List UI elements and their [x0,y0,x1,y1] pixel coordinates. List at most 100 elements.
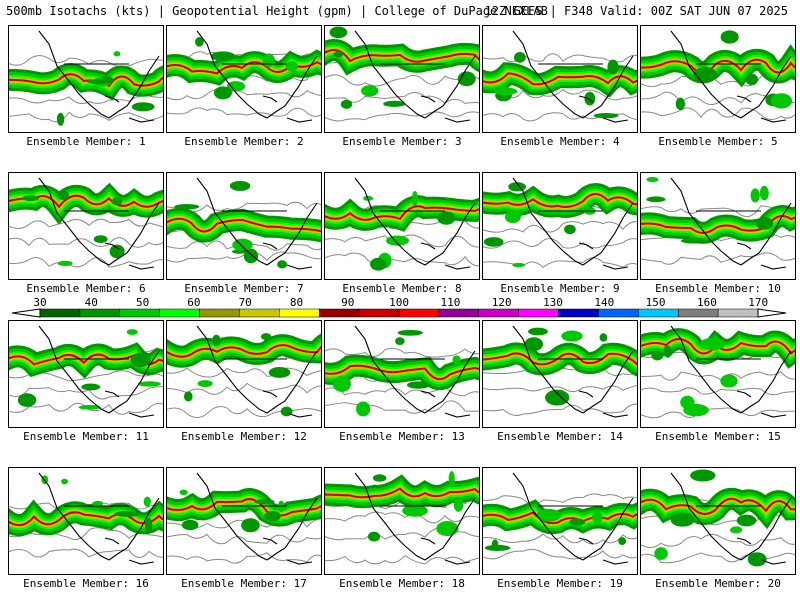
height-contour [483,112,637,122]
wind-patch [564,224,576,235]
wind-patch [174,204,200,210]
wind-patch [618,537,627,545]
wind-patch [569,518,586,526]
ensemble-member-label: Ensemble Member: 8 [342,282,462,295]
jet-stream-band [483,193,637,208]
height-contour [483,238,637,249]
wind-patch [402,504,428,517]
colorbar-swatch [159,308,200,318]
height-contour [167,367,321,378]
colorbar-tick-label: 70 [238,296,252,309]
colorbar-tick-label: 110 [440,296,461,309]
colorbar-tick-label: 50 [135,296,150,309]
colorbar-tick-labels: 30 40 50 60 70 80 90 100 110 120 130 140 150 160 170 [0,296,800,309]
wind-patch [436,521,459,537]
wind-patch [770,93,793,109]
jet-stream-band [167,498,321,517]
height-contour [9,548,163,559]
wind-patch [181,519,199,531]
height-contour [167,107,321,117]
coastline [354,177,476,270]
wind-patch [143,496,151,507]
height-contour [483,403,637,416]
wind-patch [599,333,608,342]
ensemble-member-label: Ensemble Member: 7 [184,282,304,295]
ensemble-member-map [482,467,638,575]
height-contour [641,407,795,419]
wind-patch [114,510,140,517]
height-contour [325,386,479,397]
ensemble-member-map [8,320,164,428]
colorbar-tick-label: 90 [341,296,355,309]
jet-stream-band [325,205,479,221]
wind-patch [268,367,291,378]
wind-patch [457,71,476,87]
coastline [670,30,792,123]
wind-patch [231,249,248,254]
wind-patch [513,51,526,63]
wind-patch [333,51,344,58]
height-contour [483,221,637,233]
map-plot [483,325,637,418]
map-plot [9,472,163,565]
ensemble-member-label: Ensemble Member: 5 [658,135,778,148]
colorbar-swatch [79,308,121,318]
wind-patch [750,188,760,203]
wind-patch [720,30,739,44]
ensemble-member-map [482,25,638,133]
isotach-colorbar: 30 40 50 60 70 80 90 100 110 120 130 140 150 160 170 [0,296,800,320]
wind-patch [370,257,387,271]
height-contour [483,384,637,393]
jet-stream-band [325,49,479,63]
wind-patch [607,59,619,75]
height-contour [325,74,479,87]
wind-patch [745,73,759,86]
wind-patch [690,469,716,482]
wind-patch [93,235,108,243]
wind-patch [285,61,299,72]
wind-patch [448,471,455,486]
ensemble-member-map [324,320,480,428]
colorbar-swatch [638,308,679,318]
wind-patch [651,350,664,361]
height-contour [325,527,479,541]
ensemble-member-label: Ensemble Member: 20 [655,577,781,590]
wind-patch [646,196,666,203]
wind-patch [78,404,101,410]
jet-stream-band [167,217,321,233]
height-contour [9,218,163,229]
wind-patch [367,531,381,542]
coastline [512,472,634,565]
ensemble-member-map [166,172,322,280]
height-contour [325,92,479,104]
colorbar-swatch [398,308,440,318]
ensemble-member-label: Ensemble Member: 14 [497,430,623,443]
height-contour [9,527,163,540]
colorbar-swatch [677,308,719,318]
wind-patch [280,406,293,417]
wind-patch [243,248,259,264]
wind-patch [81,383,101,391]
wind-patch [386,235,409,246]
wind-patch [397,329,423,336]
wind-patch [372,474,387,482]
wind-patch [504,210,521,224]
map-plot [167,30,321,123]
colorbar-tick-label: 30 [33,296,47,309]
height-contour [641,552,795,564]
ensemble-member-map [166,467,322,575]
ensemble-member-map [324,467,480,575]
height-contour [325,347,479,358]
height-contour [641,533,795,548]
map-plot [483,30,637,123]
wind-patch [213,86,232,100]
height-contour [9,55,163,68]
wind-patch [232,238,253,252]
ensemble-member-label: Ensemble Member: 3 [342,135,462,148]
map-plot [9,30,163,126]
coastline [512,177,634,270]
colorbar-swatch [358,308,400,318]
jet-stream-band [325,364,479,381]
ensemble-member-map [8,25,164,133]
ensemble-member-label: Ensemble Member: 18 [339,577,465,590]
